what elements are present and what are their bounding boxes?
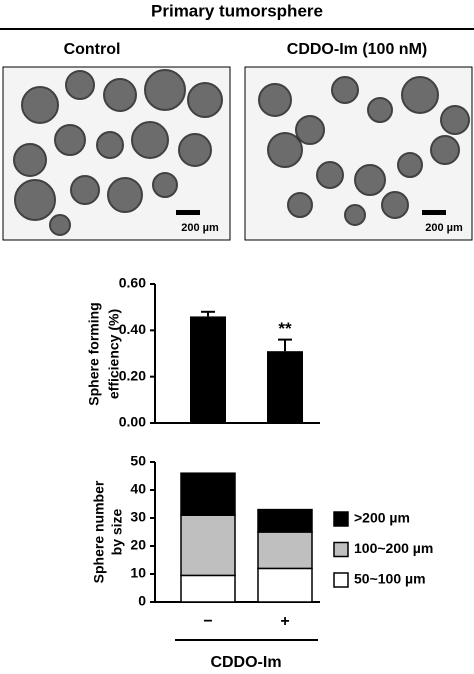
y-tick-label: 0.20 <box>119 367 146 383</box>
sphere <box>54 124 86 156</box>
sphere <box>96 131 124 159</box>
sphere <box>21 86 59 124</box>
sphere <box>103 78 137 112</box>
sphere <box>440 105 470 135</box>
x-tick-label: − <box>203 613 212 630</box>
bar-segment <box>180 514 236 577</box>
micrograph <box>244 66 473 241</box>
legend-swatch <box>333 572 349 588</box>
y-tick-label: 0.40 <box>119 321 146 337</box>
y-tick-label: 0 <box>138 593 146 609</box>
sphere <box>316 161 344 189</box>
sphere <box>107 177 143 213</box>
legend-swatch <box>333 511 349 527</box>
y-axis-label: efficiency (%) <box>106 309 122 399</box>
sphere <box>367 97 393 123</box>
image-label: CDDO-Im (100 nM) <box>287 41 427 58</box>
sphere <box>70 175 100 205</box>
x-tick-label: + <box>280 613 289 630</box>
bar-segment <box>257 567 313 603</box>
y-tick-label: 50 <box>130 453 146 469</box>
scale-bar-label: 200 µm <box>425 222 463 234</box>
legend-label: >200 µm <box>354 510 410 526</box>
bar-segment <box>257 531 313 570</box>
sphere <box>287 192 313 218</box>
sphere <box>14 179 56 221</box>
sphere <box>13 143 47 177</box>
y-tick-label: 20 <box>130 537 146 553</box>
scale-bar <box>422 210 446 215</box>
scale-bar <box>176 210 200 215</box>
sphere <box>397 152 423 178</box>
annotation: ** <box>278 319 292 338</box>
legend-swatch <box>333 541 349 558</box>
x-axis-label: CDDO-Im <box>210 654 281 671</box>
y-tick-label: 40 <box>130 481 146 497</box>
sphere <box>258 83 292 117</box>
legend-label: 50~100 µm <box>354 571 426 587</box>
sphere <box>344 204 366 226</box>
bar-segment <box>257 508 313 533</box>
panel-title: Primary tumorsphere <box>151 1 323 20</box>
sphere <box>144 69 186 111</box>
bar-segment <box>180 574 236 603</box>
y-tick-label: 10 <box>130 565 146 581</box>
image-label: Control <box>64 41 121 58</box>
sphere <box>401 76 439 114</box>
scale-bar-label: 200 µm <box>181 222 219 234</box>
sphere <box>178 133 212 167</box>
sphere <box>187 82 223 118</box>
y-tick-label: 30 <box>130 509 146 525</box>
sphere <box>49 214 71 236</box>
micrograph <box>2 66 231 241</box>
sphere <box>131 121 169 159</box>
bar-segment <box>180 472 236 516</box>
sphere <box>381 191 409 219</box>
y-axis-label: Sphere number <box>91 480 107 583</box>
bar <box>267 351 303 423</box>
legend-label: 100~200 µm <box>354 540 433 556</box>
sphere <box>65 70 95 100</box>
sphere <box>267 132 303 168</box>
y-tick-label: 0.00 <box>119 414 146 430</box>
y-axis-label: Sphere forming <box>86 302 102 405</box>
y-tick-label: 0.60 <box>119 275 146 291</box>
sphere <box>354 164 386 196</box>
sphere <box>331 76 359 104</box>
sphere <box>152 172 178 198</box>
sphere <box>430 135 460 165</box>
y-axis-label: by size <box>109 508 125 555</box>
bar <box>190 316 226 423</box>
sphere <box>295 115 325 145</box>
